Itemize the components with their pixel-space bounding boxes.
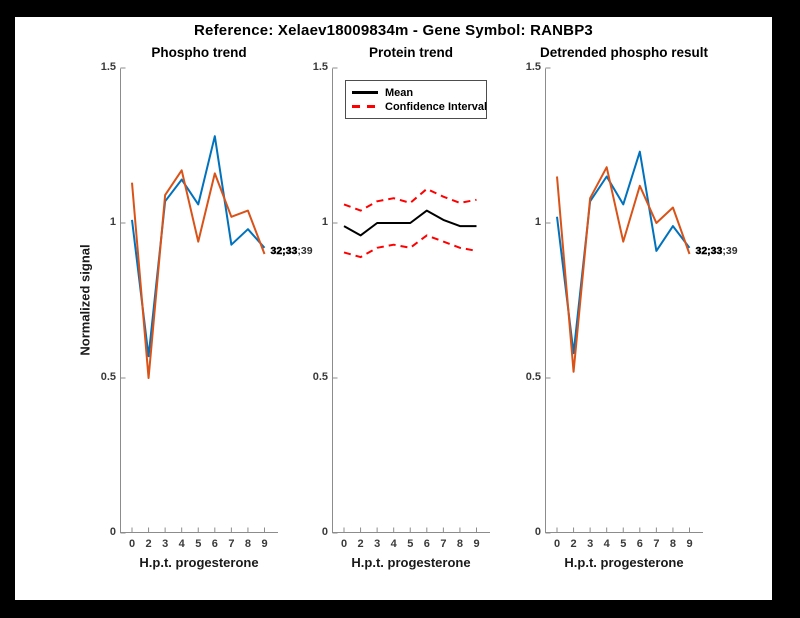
plot-area	[545, 67, 703, 534]
y-axis-label: Normalized signal	[77, 244, 93, 356]
site-id-annotation-back: 32;33;39	[695, 244, 738, 257]
legend-item-label: Mean	[385, 86, 414, 99]
subplot-title: Phospho trend	[151, 45, 247, 60]
y-tick-label: 1	[534, 216, 541, 228]
x-tick-label: 0	[128, 538, 136, 550]
y-tick-label: 0	[321, 526, 328, 538]
y-tick-label: 0	[109, 526, 116, 538]
x-tick-label: 6	[211, 538, 218, 550]
legend-item: Confidence Interval	[352, 100, 487, 113]
x-tick-label: 7	[653, 538, 660, 550]
x-tick-label: 8	[244, 538, 251, 550]
x-tick-label: 6	[636, 538, 643, 550]
x-tick-label: 7	[228, 538, 235, 550]
y-tick-label: 1.5	[525, 61, 541, 73]
x-tick-label: 2	[145, 538, 152, 550]
detrended-site-blue-line	[556, 150, 691, 355]
x-tick-label: 4	[178, 538, 185, 550]
detrended-site-orange-line	[556, 166, 691, 373]
legend-box: Mean Confidence Interval	[345, 80, 487, 119]
subplot-panel-3: Detrended phospho result 0 0.5 1 1.5 0 2 3 4 5 6 7 8…	[526, 45, 738, 570]
x-tick-label: 3	[587, 538, 594, 550]
x-tick-label: 7	[440, 538, 447, 550]
legend-solid-line-sample	[352, 91, 378, 94]
legend-item-label: Confidence Interval	[385, 100, 488, 113]
plot-area	[120, 67, 278, 534]
y-tick-label: 1	[321, 216, 328, 228]
figure-canvas: Reference: Xelaev18009834m - Gene Symbol…	[15, 17, 772, 600]
x-tick-label: 0	[553, 538, 561, 550]
x-tick-label: 3	[374, 538, 381, 550]
x-axis-label: H.p.t. progesterone	[139, 555, 259, 570]
site-id-annotation-back: 32;33;39	[270, 244, 313, 257]
phospho-site-orange-line	[131, 169, 266, 379]
figure-title: Reference: Xelaev18009834m - Gene Symbol…	[194, 22, 593, 39]
phospho-site-blue-line	[131, 135, 266, 358]
axis-lines	[545, 68, 703, 533]
x-tick-label: 5	[407, 538, 414, 550]
subplot-title: Protein trend	[368, 45, 454, 60]
plot-area	[332, 67, 490, 534]
x-tick-label: 2	[357, 538, 364, 550]
subplot-panel-1: Phospho trend 0 0.5 1 1.5 0 2 3 4 5 6 7 8 9 H.p.t. pro…	[78, 45, 313, 570]
y-tick-label: 0.5	[100, 371, 116, 383]
y-tick-label: 0.5	[312, 371, 328, 383]
x-axis-label: H.p.t. progesterone	[351, 555, 471, 570]
x-tick-label: 4	[603, 538, 610, 550]
x-tick-label: 9	[686, 538, 693, 550]
x-tick-label: 4	[390, 538, 397, 550]
legend-item: Mean	[352, 86, 480, 99]
subplot-panel-2: Protein trend 0 0.5 1 1.5 0 2 3 4 5 6 7 8 9 H.p.t. pro…	[313, 45, 490, 570]
x-tick-label: 5	[620, 538, 627, 550]
site-id-annotation-front: 32;33	[270, 244, 298, 257]
x-tick-label: 8	[669, 538, 676, 550]
y-tick-label: 1	[109, 216, 116, 228]
subplot-title: Detrended phospho result	[539, 45, 709, 60]
site-id-annotation-front: 32;33	[695, 244, 723, 257]
y-tick-label: 1.5	[312, 61, 328, 73]
x-tick-label: 3	[162, 538, 169, 550]
x-tick-label: 6	[423, 538, 430, 550]
x-tick-label: 0	[340, 538, 348, 550]
legend-dashed-line-sample	[352, 105, 378, 108]
y-tick-label: 0	[534, 526, 541, 538]
y-tick-label: 0.5	[525, 371, 541, 383]
axis-lines	[332, 68, 490, 533]
x-tick-label: 8	[456, 538, 463, 550]
x-tick-label: 9	[473, 538, 480, 550]
x-axis-label: H.p.t. progesterone	[564, 555, 684, 570]
x-tick-label: 9	[261, 538, 268, 550]
ci-upper-line	[343, 187, 477, 212]
ci-lower-line	[343, 234, 477, 259]
x-tick-label: 5	[195, 538, 202, 550]
mean-line-line	[343, 209, 477, 237]
y-tick-label: 1.5	[100, 61, 116, 73]
axis-lines	[120, 68, 278, 533]
x-tick-label: 2	[570, 538, 577, 550]
